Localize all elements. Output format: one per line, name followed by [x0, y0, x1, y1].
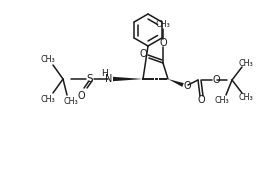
- Text: O: O: [77, 91, 85, 101]
- Text: CH₃: CH₃: [239, 92, 253, 102]
- Text: CH₃: CH₃: [155, 19, 170, 28]
- Text: O: O: [212, 75, 220, 85]
- Text: H: H: [101, 68, 107, 78]
- Polygon shape: [168, 79, 184, 87]
- Polygon shape: [113, 77, 143, 81]
- Text: O: O: [197, 95, 205, 105]
- Text: O: O: [159, 38, 167, 48]
- Text: CH₃: CH₃: [41, 55, 55, 63]
- Text: O: O: [183, 81, 191, 91]
- Text: O: O: [139, 49, 147, 59]
- Text: CH₃: CH₃: [41, 95, 55, 103]
- Text: N: N: [105, 74, 113, 84]
- Text: CH₃: CH₃: [64, 97, 78, 105]
- Text: CH₃: CH₃: [239, 58, 253, 68]
- Text: S: S: [87, 74, 93, 84]
- Text: CH₃: CH₃: [215, 95, 229, 105]
